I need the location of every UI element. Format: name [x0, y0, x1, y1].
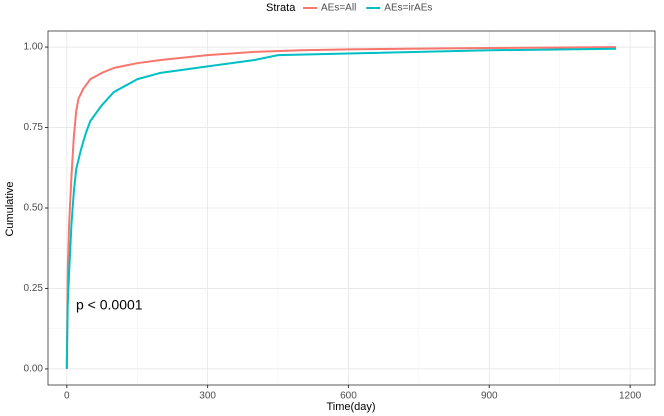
y-tick-label: 1.00 — [24, 42, 44, 53]
x-tick-label: 900 — [481, 391, 498, 402]
plot-border — [47, 30, 656, 386]
y-tick-label: 0.50 — [24, 203, 44, 214]
y-tick-label: 0.00 — [24, 364, 44, 375]
series-line — [65, 47, 617, 369]
y-tick-label: 0.75 — [24, 122, 44, 133]
legend-title: Strata — [266, 2, 296, 14]
y-axis-title: Cumulative — [4, 181, 16, 236]
x-tick-label: 300 — [199, 391, 216, 402]
annotation: p < 0.0001 — [76, 297, 143, 313]
series-line — [65, 46, 617, 369]
x-tick-label: 1200 — [619, 391, 642, 402]
legend-label: AEs=irAEs — [384, 3, 432, 14]
y-tick-label: 0.25 — [24, 283, 44, 294]
x-axis-title: Time(day) — [326, 401, 375, 413]
legend-label: AEs=All — [321, 3, 356, 14]
x-tick-label: 0 — [64, 391, 70, 402]
x-tick-label: 600 — [340, 391, 357, 402]
